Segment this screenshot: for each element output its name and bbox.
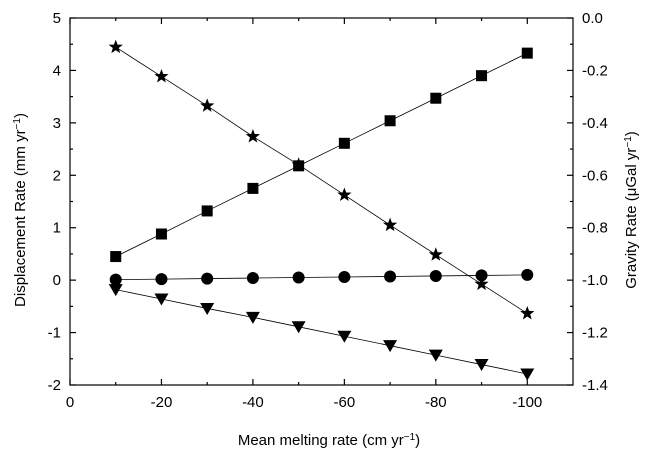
y-right-tick-label: -1.4: [582, 377, 608, 394]
square-marker: [201, 205, 213, 217]
circle-marker: [338, 270, 351, 283]
y-left-tick-label: 5: [53, 10, 61, 27]
plot-frame: [69, 17, 574, 386]
circle-marker: [246, 272, 259, 285]
y-left-tick-label: 0: [53, 272, 61, 289]
y-right-tick-label: 0.0: [582, 10, 603, 27]
y-left-tick-label: -2: [48, 377, 61, 394]
y-left-tick-label: -1: [48, 325, 61, 342]
x-tick-label: 0: [66, 394, 74, 411]
star-marker: [337, 187, 352, 202]
circle-marker: [201, 272, 214, 285]
y-right-tick-label: -1.0: [582, 272, 608, 289]
circle-marker: [521, 268, 534, 281]
square-marker: [155, 228, 167, 240]
series-line-circle: [115, 274, 528, 281]
triangle-marker: [383, 340, 398, 353]
series-line-star: [115, 46, 528, 314]
star-marker: [428, 247, 443, 261]
star-marker: [520, 305, 535, 320]
circle-marker: [429, 269, 442, 282]
y-right-tick-label: -0.4: [582, 115, 608, 132]
x-tick-label: -40: [242, 394, 264, 411]
series-triangle-down: [108, 284, 535, 381]
x-tick-label: -80: [425, 394, 447, 411]
series-square: [110, 47, 533, 263]
y-right-tick-label: -0.2: [582, 62, 608, 79]
series-group: [108, 39, 535, 381]
square-marker: [338, 137, 350, 149]
circle-marker: [384, 270, 397, 283]
triangle-marker: [337, 330, 352, 343]
x-tick-label: -20: [151, 394, 173, 411]
star-marker: [108, 39, 123, 54]
triangle-marker: [154, 293, 169, 306]
y-axis-right-title: Gravity Rate (μGal yr−1): [623, 131, 641, 289]
x-tick-label: -60: [334, 394, 356, 411]
x-axis-title: Mean melting rate (cm yr−1): [238, 432, 420, 450]
triangle-marker: [428, 349, 443, 362]
x-tick-label: -100: [512, 394, 542, 411]
triangle-marker: [520, 368, 535, 381]
y-left-tick-label: 4: [53, 62, 61, 79]
star-marker: [154, 68, 169, 83]
y-left-tick-label: 2: [53, 167, 61, 184]
triangle-marker: [291, 321, 306, 334]
star-marker: [474, 276, 489, 291]
circle-marker: [292, 271, 305, 284]
axes-frame: [69, 17, 574, 386]
square-marker: [247, 182, 259, 194]
y-right-tick-label: -1.2: [582, 325, 608, 342]
series-circle: [109, 268, 534, 286]
series-star: [108, 39, 535, 320]
square-marker: [521, 47, 533, 59]
triangle-marker: [200, 302, 215, 315]
series-line-triangle-down: [115, 289, 528, 375]
square-marker: [476, 70, 488, 82]
square-marker: [430, 92, 442, 104]
y-axis-left-title: Displacement Rate (mm yr−1): [12, 113, 30, 307]
y-left-tick-label: 1: [53, 220, 61, 237]
star-marker: [291, 157, 306, 171]
series-line-square: [115, 52, 528, 257]
y-left-tick-label: 3: [53, 115, 61, 132]
circle-marker: [475, 269, 488, 282]
ticks: 0 -20 -40 -60 -80 -100 -2 -1 0 1 2 3 4 5 -1.4 -1.2 -1.0 -…: [48, 10, 608, 411]
square-marker: [110, 251, 122, 263]
y-right-tick-label: -0.6: [582, 167, 608, 184]
square-marker: [384, 115, 396, 127]
triangle-marker: [108, 284, 123, 297]
triangle-marker: [474, 359, 489, 372]
triangle-marker: [245, 311, 260, 324]
star-marker: [382, 217, 398, 232]
circle-marker: [109, 273, 122, 286]
star-marker: [200, 98, 215, 112]
y-right-tick-label: -0.8: [582, 220, 608, 237]
circle-marker: [155, 273, 168, 286]
star-marker: [245, 128, 261, 143]
